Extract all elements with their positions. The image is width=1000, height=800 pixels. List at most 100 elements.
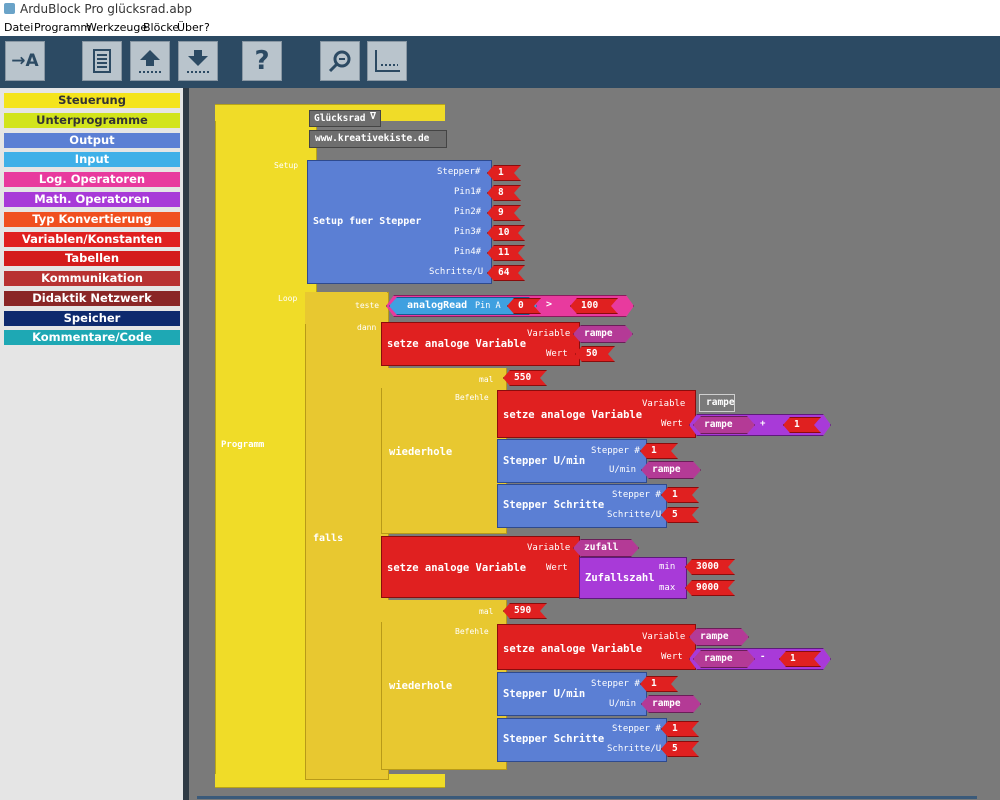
plus-operator[interactable]: + (760, 419, 766, 429)
category-speicher[interactable]: Speicher (4, 311, 180, 326)
repeat-block[interactable] (381, 368, 507, 534)
max-number[interactable]: 9000 (685, 580, 735, 596)
param-label: Stepper# (437, 167, 481, 177)
set-variable-title: setze analoge Variable (387, 338, 527, 350)
stepper-label: Stepper # (591, 446, 640, 456)
help-button[interactable]: ? (242, 41, 282, 81)
category-steuerung[interactable]: Steuerung (4, 93, 180, 108)
analog-read-block[interactable] (389, 297, 537, 315)
expression-variable[interactable]: rampe (693, 650, 755, 668)
menu-help[interactable]: ? (204, 21, 210, 34)
menu-bloecke[interactable]: Blöcke (143, 21, 180, 34)
variable-label: Variable (527, 329, 571, 339)
comment-field[interactable] (309, 130, 447, 148)
variable-value[interactable]: rampe (573, 325, 633, 343)
open-button[interactable] (178, 41, 218, 81)
variable-label: Variable (642, 399, 686, 409)
variable-name-field[interactable]: rampe (699, 394, 735, 412)
program-label: Programm (221, 440, 265, 450)
category-didaktik-netzwerk[interactable]: Didaktik Netzwerk (4, 291, 180, 306)
save-button[interactable] (130, 41, 170, 81)
magnifier-icon (328, 50, 351, 73)
menu-werkzeuge[interactable]: Werkzeuge (86, 21, 148, 34)
param-label: Pin3# (454, 227, 482, 237)
expression-variable[interactable]: rampe (693, 416, 755, 434)
stepper-steps-block[interactable] (497, 484, 667, 528)
menu-programm[interactable]: Programm (34, 21, 92, 34)
upload-button[interactable]: →A (5, 41, 45, 81)
times-label: mal (479, 607, 494, 616)
category-unterprogramme[interactable]: Unterprogramme (4, 113, 180, 128)
stepper-number[interactable]: 1 (640, 443, 678, 459)
stepper-number[interactable]: 1 (661, 721, 699, 737)
stepper-number[interactable]: 1 (640, 676, 678, 692)
stepper-label: Stepper # (612, 724, 661, 734)
category-log-operatoren[interactable]: Log. Operatoren (4, 172, 180, 187)
steps-number[interactable]: 5 (661, 741, 699, 757)
stepper-number[interactable]: 1 (487, 165, 521, 181)
program-block[interactable] (215, 104, 317, 788)
set-variable-title: setze analoge Variable (503, 409, 643, 421)
value-label: Wert (661, 419, 683, 429)
rpm-variable[interactable]: rampe (641, 461, 701, 479)
variable-value[interactable]: rampe (689, 628, 749, 646)
stepper-steps-block[interactable] (497, 718, 667, 762)
arrow-down-icon (187, 50, 209, 73)
operator-dropdown[interactable]: > (546, 299, 553, 310)
chevron-down-icon[interactable]: ∇ (370, 111, 377, 122)
expression-number[interactable]: 1 (783, 417, 821, 433)
horizontal-scrollbar[interactable] (197, 796, 977, 799)
category-kommunikation[interactable]: Kommunikation (4, 271, 180, 286)
block-workspace[interactable]: Programm Glücksrad ∇ www.kreativekiste.d… (189, 88, 1000, 800)
steps-label: Schritte/U (607, 744, 662, 754)
if-title: falls (313, 533, 344, 544)
comment-value: www.kreativekiste.de (315, 133, 430, 144)
compare-number[interactable]: 100 (570, 298, 618, 314)
pin4-number[interactable]: 11 (487, 245, 525, 261)
commands-label: Befehle (455, 393, 489, 402)
stepper-speed-block[interactable] (497, 439, 647, 483)
min-number[interactable]: 3000 (685, 559, 735, 575)
category-kommentare-code[interactable]: Kommentare/Code (4, 330, 180, 345)
if-block[interactable] (305, 292, 389, 780)
set-variable-block[interactable] (381, 322, 580, 366)
stepper-speed-block[interactable] (497, 672, 647, 716)
category-tabellen[interactable]: Tabellen (4, 251, 180, 266)
times-number[interactable]: 550 (503, 370, 547, 386)
variable-value[interactable]: zufall (573, 539, 639, 557)
window-title: ArduBlock Pro glücksrad.abp (20, 2, 192, 16)
param-label: Pin4# (454, 247, 482, 257)
set-variable-block[interactable] (497, 390, 696, 438)
pin1-number[interactable]: 8 (487, 185, 521, 201)
value-label: Wert (661, 652, 683, 662)
times-number[interactable]: 590 (503, 603, 547, 619)
set-variable-block[interactable] (381, 536, 580, 598)
code-view-button[interactable] (367, 41, 407, 81)
rpm-variable[interactable]: rampe (641, 695, 701, 713)
zoom-button[interactable] (320, 41, 360, 81)
pin3-number[interactable]: 10 (487, 225, 525, 241)
stepper-number[interactable]: 1 (661, 487, 699, 503)
steps-number[interactable]: 64 (487, 265, 525, 281)
stepper-speed-title: Stepper U/min (503, 455, 586, 467)
category-variablen-konstanten[interactable]: Variablen/Konstanten (4, 232, 180, 247)
stepper-steps-title: Stepper Schritte (503, 499, 605, 511)
pin2-number[interactable]: 9 (487, 205, 521, 221)
document-icon (93, 49, 111, 73)
setup-stepper-block[interactable] (307, 160, 492, 284)
program-name-field[interactable] (309, 110, 381, 127)
category-math-operatoren[interactable]: Math. Operatoren (4, 192, 180, 207)
steps-number[interactable]: 5 (661, 507, 699, 523)
splitter[interactable] (183, 88, 189, 800)
menu-datei[interactable]: Datei (4, 21, 34, 34)
category-output[interactable]: Output (4, 133, 180, 148)
menu-ueber[interactable]: Über (177, 21, 204, 34)
value-label: Wert (546, 349, 568, 359)
serial-monitor-button[interactable] (82, 41, 122, 81)
minus-operator[interactable]: - (760, 652, 766, 662)
random-number-block[interactable] (579, 557, 687, 599)
category-typ-konvertierung[interactable]: Typ Konvertierung (4, 212, 180, 227)
value-number[interactable]: 50 (575, 346, 615, 362)
set-variable-block[interactable] (497, 624, 696, 670)
category-input[interactable]: Input (4, 152, 180, 167)
